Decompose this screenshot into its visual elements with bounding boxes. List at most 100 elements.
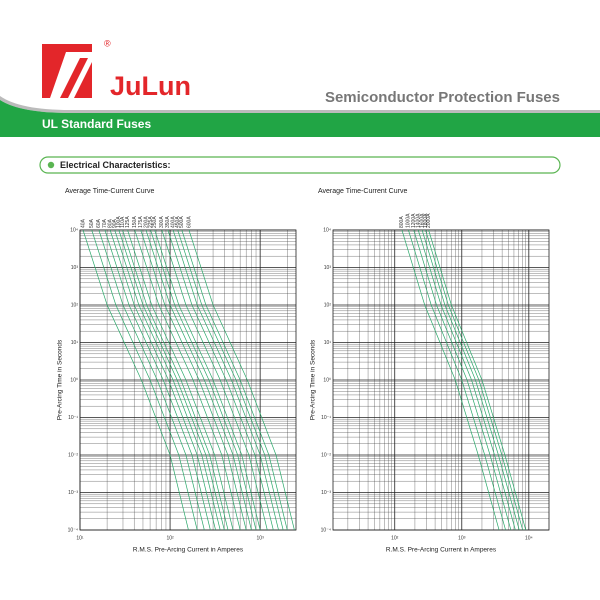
curve-label: 225A (148, 216, 154, 228)
curve (181, 229, 288, 531)
curve (91, 229, 198, 531)
curve-label: 300A (159, 216, 165, 228)
y-tick-label: 10⁰ (70, 377, 78, 383)
y-tick-label: 10⁻² (321, 452, 331, 458)
x-tick-label: 10² (391, 535, 399, 541)
y-tick-label: 10² (324, 302, 332, 308)
curve-label: 80A (107, 218, 113, 228)
curve (122, 229, 229, 531)
x-tick-label: 10¹ (76, 535, 84, 541)
curve (140, 229, 247, 531)
curve-label: 600A (186, 216, 192, 228)
x-axis-label: R.M.S. Pre-Arcing Current in Amperes (386, 547, 497, 554)
curve-label: 150A (132, 216, 138, 228)
curve (161, 229, 268, 531)
y-tick-label: 10⁻³ (68, 490, 78, 496)
curve (188, 229, 295, 531)
curve (408, 229, 506, 531)
logo (42, 44, 92, 98)
curve-label: 500A (179, 216, 185, 228)
curve-label: 1200A (411, 213, 417, 228)
logo-mark (60, 58, 88, 98)
x-tick-label: 10² (166, 535, 174, 541)
curve-label: 1400A (416, 213, 422, 228)
curve (177, 229, 284, 531)
y-tick-label: 10² (71, 302, 79, 308)
curve-label: 1800A (423, 213, 429, 228)
chart-title: Average Time-Current Curve (318, 188, 407, 195)
y-tick-label: 10⁻⁴ (321, 527, 331, 533)
curve-label: 40A (80, 218, 86, 228)
y-tick-label: 10¹ (71, 340, 79, 346)
curve (428, 229, 527, 531)
curve-label: 1000A (406, 213, 412, 228)
x-tick-label: 10³ (458, 535, 466, 541)
curve (109, 229, 216, 531)
logo-mark (42, 44, 92, 98)
registered: ® (104, 38, 111, 48)
product-line: Semiconductor Protection Fuses (325, 89, 560, 106)
curve (421, 229, 520, 531)
section-title: Electrical Characteristics: (60, 160, 171, 170)
curve-label: 110A (120, 216, 126, 228)
y-tick-label: 10¹ (324, 340, 332, 346)
y-tick-label: 10⁻³ (321, 490, 331, 496)
x-tick-label: 10⁴ (525, 535, 533, 541)
chart-title: Average Time-Current Curve (65, 188, 154, 195)
y-tick-label: 10⁻² (68, 452, 78, 458)
curve (172, 229, 279, 531)
curve-label: 2000A (426, 213, 432, 228)
banner-title: UL Standard Fuses (42, 117, 151, 131)
y-tick-label: 10³ (324, 265, 332, 271)
curve-label: 400A (170, 216, 176, 228)
curve-label: 350A (165, 216, 171, 228)
curve-label: 800A (399, 216, 405, 228)
curve (425, 229, 524, 531)
curve (167, 229, 274, 531)
brand: JuLun (110, 71, 191, 101)
y-axis-label: Pre-Arcing Time in Seconds (57, 339, 64, 420)
curve (145, 229, 252, 531)
curve (150, 229, 257, 531)
curve-label: 125A (125, 216, 131, 228)
curve (118, 229, 225, 531)
curve (98, 229, 205, 531)
curve (134, 229, 241, 531)
curve (127, 229, 234, 531)
y-axis-label: Pre-Arcing Time in Seconds (310, 339, 317, 420)
curve-label: 100A (116, 216, 122, 228)
y-tick-label: 10⁻¹ (68, 415, 78, 421)
x-axis-label: R.M.S. Pre-Arcing Current in Amperes (133, 547, 244, 554)
y-tick-label: 10⁴ (70, 227, 78, 233)
curve-label: 50A (89, 218, 95, 228)
curve (413, 229, 512, 531)
curve-label: 175A (138, 216, 144, 228)
curve-label: 90A (112, 218, 118, 228)
section-pill (39, 156, 561, 174)
curve (104, 229, 211, 531)
curve (401, 229, 500, 531)
y-tick-label: 10⁴ (323, 227, 331, 233)
y-tick-label: 10⁰ (323, 377, 331, 383)
y-tick-label: 10⁻⁴ (68, 527, 78, 533)
curve (82, 229, 189, 531)
x-tick-label: 10³ (257, 535, 265, 541)
curve (154, 229, 261, 531)
curve-label: 70A (102, 218, 108, 228)
curve-label: 250A (152, 216, 158, 228)
y-tick-label: 10⁻¹ (321, 415, 331, 421)
curve-label: 450A (175, 216, 181, 228)
curve-label: 200A (143, 216, 149, 228)
curve-label: 60A (96, 218, 102, 228)
banner (0, 100, 600, 137)
banner-edge (0, 96, 600, 113)
curve (417, 229, 516, 531)
section-dot (47, 161, 55, 169)
charts: Average Time-Current Curve R.M.S. Pre-Arc… (57, 188, 550, 554)
curve-label: 1600A (419, 213, 425, 228)
curve (114, 229, 221, 531)
y-tick-label: 10³ (71, 265, 79, 271)
logo-mark (74, 62, 92, 98)
